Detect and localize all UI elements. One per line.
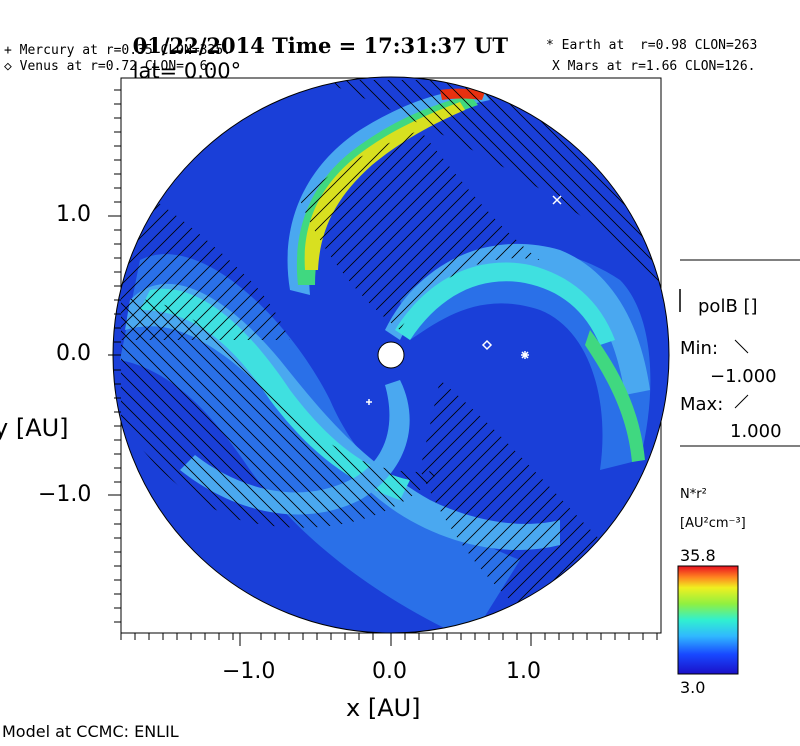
venus-info: ◇ Venus at r=0.72 CLON= 6. xyxy=(4,59,216,74)
y-tick-0: 0.0 xyxy=(56,341,91,366)
x-axis-label: x [AU] xyxy=(346,694,421,722)
scale-max-value: 35.8 xyxy=(680,546,716,565)
x-tick-0: 0.0 xyxy=(372,659,407,684)
plot-title: 01/22/2014 Time = 17:31:37 UT lat= 0.00° xyxy=(118,8,508,83)
scale-min-value: 3.0 xyxy=(680,678,706,697)
venus-marker-icon xyxy=(481,339,493,351)
x-tick-neg1: −1.0 xyxy=(222,659,276,684)
min-hatch-icon xyxy=(734,339,749,354)
y-tick-1: 1.0 xyxy=(56,202,91,227)
y-axis-label: y [AU] xyxy=(0,414,69,442)
max-value: 1.000 xyxy=(730,421,782,442)
sun-icon xyxy=(377,341,405,369)
max-label: Max: xyxy=(680,394,724,415)
min-label: Min: xyxy=(680,338,719,359)
model-credit: Model at CCMC: ENLIL xyxy=(2,722,179,741)
title-text: 01/22/2014 Time = 17:31:37 UT xyxy=(132,33,508,58)
max-hatch-icon xyxy=(734,394,749,409)
latitude-text: lat= 0.00° xyxy=(132,59,242,83)
density-units: [AU²cm⁻³] xyxy=(680,516,746,531)
earth-marker-icon xyxy=(521,351,529,359)
mars-marker-icon xyxy=(552,195,562,205)
density-label: N*r² xyxy=(680,487,707,502)
color-scale-bar xyxy=(677,565,739,675)
mercury-info: + Mercury at r=0.35 CLON=325. xyxy=(4,43,231,58)
mars-info: X Mars at r=1.66 CLON=126. xyxy=(552,59,756,74)
polarity-label: polB [] xyxy=(698,296,758,317)
x-axis-ticks xyxy=(120,633,658,646)
mercury-marker-icon xyxy=(366,399,372,405)
min-value: −1.000 xyxy=(710,366,777,387)
y-axis-ticks xyxy=(108,89,121,623)
x-tick-1: 1.0 xyxy=(506,659,541,684)
earth-info: * Earth at r=0.98 CLON=263 xyxy=(546,38,758,53)
y-tick-neg1: −1.0 xyxy=(38,482,92,507)
